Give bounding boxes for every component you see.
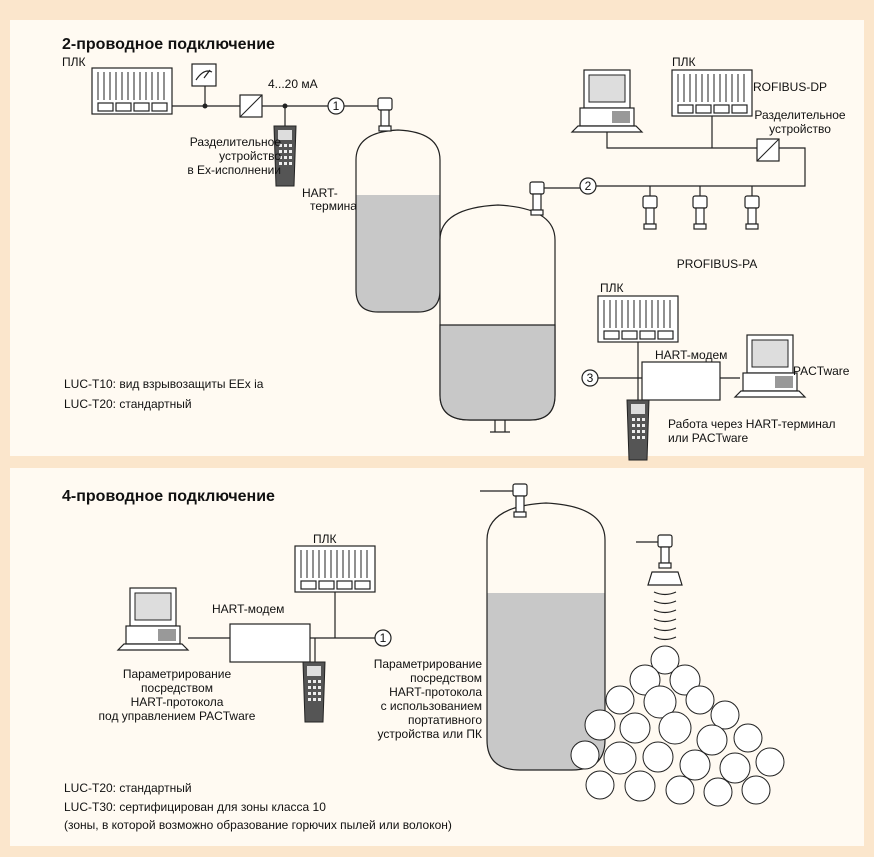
label: посредством [410, 671, 482, 685]
label: с использованием [381, 699, 482, 713]
marker-label: 1 [333, 99, 340, 113]
bulk-material [666, 776, 694, 804]
note: LUC-T20: стандартный [64, 781, 192, 795]
label: PACTware [793, 364, 850, 378]
bulk-material [606, 686, 634, 714]
marker-label: 2 [585, 179, 592, 193]
bulk-material [686, 686, 714, 714]
label: Разделительное [190, 135, 282, 149]
meter [192, 64, 216, 86]
plc [672, 70, 752, 116]
bulk-material [659, 712, 691, 744]
label: ПЛК [672, 55, 696, 69]
label: ПЛК [600, 281, 624, 295]
bulk-material [711, 701, 739, 729]
label: PROFIBUS-PA [677, 257, 757, 271]
label: 4...20 мА [268, 77, 318, 91]
note: LUC-T10: вид взрывозащиты EEx ia [64, 377, 264, 391]
label: ПЛК [62, 55, 86, 69]
hart-modem [230, 624, 310, 662]
tank-liquid [440, 325, 555, 420]
plc [598, 296, 678, 342]
bulk-material [586, 771, 614, 799]
page: 2-проводное подключение ПЛК 4...20 мА 1 … [0, 0, 874, 857]
label: HART-модем [212, 602, 284, 616]
label: ПЛК [313, 532, 337, 546]
bulk-material [697, 725, 727, 755]
hart-terminal [303, 662, 325, 722]
marker-label: 1 [380, 631, 387, 645]
bulk-material [620, 713, 650, 743]
label: в Ex-исполнении [187, 163, 281, 177]
bulk-material [585, 710, 615, 740]
section-title: 2-проводное подключение [62, 36, 275, 53]
bulk-material [643, 742, 673, 772]
bulk-material [680, 750, 710, 780]
label: Параметрирование [374, 657, 483, 671]
hart-modem [642, 362, 720, 400]
label: портативного [408, 713, 482, 727]
bulk-material [604, 742, 636, 774]
label: PROFIBUS-DP [745, 80, 827, 94]
bulk-material [742, 776, 770, 804]
label: HART- [302, 186, 338, 200]
label: устройство [219, 149, 281, 163]
bulk-material [571, 741, 599, 769]
note: LUC-T20: стандартный [64, 397, 192, 411]
bulk-material [756, 748, 784, 776]
label: устройства или ПК [377, 727, 482, 741]
note: LUC-T30: сертифицирован для зоны класса … [64, 800, 326, 814]
bulk-material [720, 753, 750, 783]
bulk-material [625, 771, 655, 801]
label: под управлением PACTware [99, 709, 256, 723]
horn-antenna [648, 572, 682, 585]
note: (зоны, в которой возможно образование го… [64, 818, 452, 832]
label: или PACTware [668, 431, 749, 445]
tank-liquid [356, 195, 440, 312]
bulk-material [704, 778, 732, 806]
label: Разделительное [754, 108, 846, 122]
plc [92, 68, 172, 114]
label: Параметрирование [123, 667, 232, 681]
label: посредством [141, 681, 213, 695]
label: HART-протокола [131, 695, 224, 709]
bulk-material [734, 724, 762, 752]
hart-terminal [627, 400, 649, 460]
label: HART-модем [655, 348, 727, 362]
label: HART-протокола [389, 685, 482, 699]
section-title: 4-проводное подключение [62, 488, 275, 505]
marker-label: 3 [587, 371, 594, 385]
diagram: 2-проводное подключение ПЛК 4...20 мА 1 … [0, 0, 874, 857]
junction [283, 104, 288, 109]
label: устройство [769, 122, 831, 136]
junction [203, 104, 208, 109]
label: Работа через HART-терминал [668, 417, 836, 431]
plc [295, 546, 375, 592]
